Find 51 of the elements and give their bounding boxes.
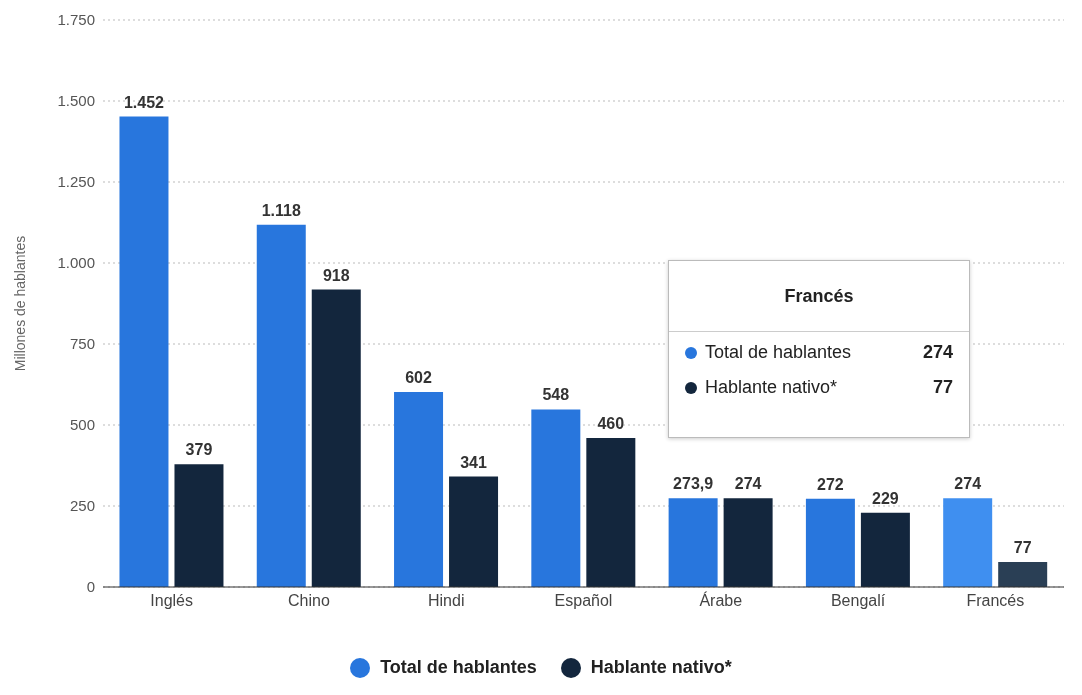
bar bbox=[998, 562, 1048, 587]
data-label: 460 bbox=[597, 414, 625, 432]
annotation: 77 bbox=[932, 377, 953, 398]
y-tick-label: 250 bbox=[69, 497, 95, 515]
y-tick-label: 1.500 bbox=[57, 92, 95, 110]
bar bbox=[394, 391, 444, 587]
data-label: 1.118 bbox=[261, 201, 301, 219]
annotation: 274 bbox=[922, 342, 953, 363]
x-tick-label: Árabe bbox=[699, 591, 743, 610]
data-label: 273,9 bbox=[673, 475, 714, 493]
data-label: 1.452 bbox=[123, 93, 165, 111]
x-tick-label: Francés bbox=[966, 592, 1025, 610]
bar bbox=[311, 289, 361, 587]
legend-label: Total de hablantes bbox=[379, 657, 537, 678]
annotation: Total de hablantes bbox=[705, 342, 853, 363]
x-tick-label: Hindi bbox=[427, 592, 465, 610]
y-tick-label: 1.750 bbox=[57, 11, 95, 29]
data-label: 341 bbox=[460, 453, 487, 471]
x-tick-label: Chino bbox=[288, 592, 330, 610]
y-tick-label: 1.250 bbox=[57, 173, 95, 191]
bar bbox=[256, 224, 306, 587]
bar bbox=[723, 498, 773, 587]
bar bbox=[531, 409, 581, 587]
annotation: Hablante nativo* bbox=[705, 377, 839, 398]
legend-label: Hablante nativo* bbox=[589, 657, 732, 678]
bar bbox=[668, 498, 718, 587]
x-tick-label: Bengalí bbox=[830, 592, 886, 610]
data-label: 274 bbox=[734, 475, 762, 493]
bar bbox=[860, 512, 910, 587]
data-label: 77 bbox=[1013, 539, 1032, 557]
y-tick-label: 750 bbox=[69, 335, 95, 353]
data-label: 272 bbox=[817, 475, 844, 493]
bar bbox=[119, 116, 169, 587]
data-label: 918 bbox=[322, 266, 350, 284]
x-tick-label: Español bbox=[554, 592, 613, 610]
y-tick-label: 500 bbox=[69, 416, 95, 434]
data-label: 274 bbox=[954, 475, 982, 493]
bar bbox=[174, 464, 224, 587]
data-label: 229 bbox=[872, 489, 899, 507]
bar bbox=[943, 498, 993, 587]
bar bbox=[805, 498, 855, 587]
x-tick-label: Inglés bbox=[150, 592, 193, 610]
bar bbox=[449, 476, 499, 587]
bar bbox=[586, 437, 636, 587]
data-label: 379 bbox=[185, 441, 213, 459]
y-tick-label: 0 bbox=[86, 578, 95, 596]
y-tick-label: 1.000 bbox=[57, 254, 95, 272]
data-label: 548 bbox=[542, 386, 570, 404]
data-label: 602 bbox=[405, 368, 432, 386]
annotation: Francés bbox=[669, 261, 969, 332]
y-axis-title: Millones de hablantes bbox=[11, 235, 28, 372]
